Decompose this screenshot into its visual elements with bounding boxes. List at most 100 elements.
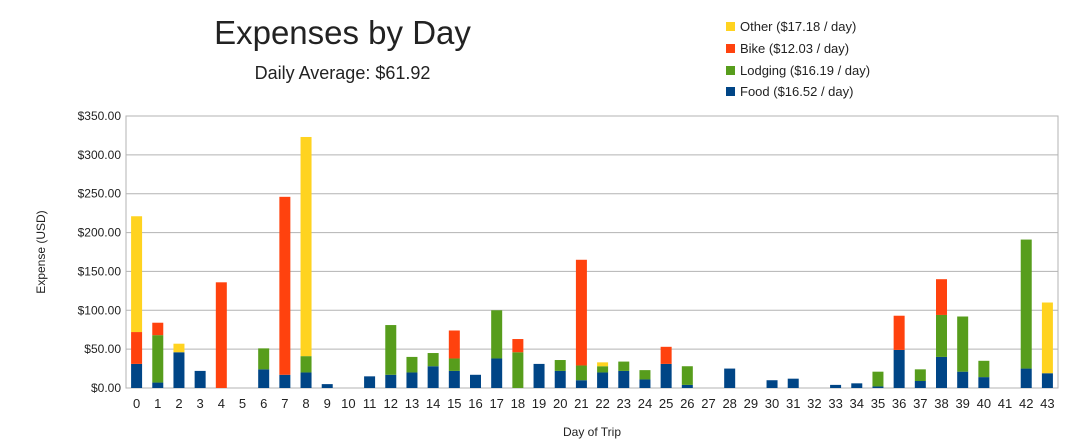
bar-segment [914,369,926,382]
bar-segment [448,358,460,371]
bar-segment [152,382,164,388]
bar-segment [300,356,312,373]
x-axis-title: Day of Trip [563,425,621,439]
bar-segment [194,370,206,388]
bar-segment [936,314,947,357]
x-tick-label: 29 [744,396,758,411]
bar-segment [893,349,905,388]
x-tick-label: 23 [617,396,631,411]
legend-swatch [726,44,735,54]
bar-segment [427,366,439,388]
x-tick-label: 42 [1019,396,1033,411]
x-tick-label: 35 [871,396,885,411]
x-tick-label: 16 [468,396,482,411]
x-tick-label: 0 [133,396,140,411]
x-tick-label: 30 [765,396,779,411]
bar-segment [300,136,312,357]
legend-item: Lodging ($16.19 / day) [726,59,870,81]
chart-subtitle: Daily Average: $61.92 [254,63,431,83]
bar-segment [364,376,376,388]
bar-segment [173,343,185,353]
bar-segment [872,371,884,387]
x-tick-label: 19 [532,396,546,411]
bar-segment [914,381,926,388]
x-tick-label: 2 [175,396,182,411]
x-tick-label: 38 [934,396,948,411]
legend-swatch [726,65,735,75]
legend-item: Food ($16.52 / day) [726,81,870,103]
bar-segment [533,363,545,388]
x-tick-label: 26 [680,396,694,411]
bar-segment [131,216,143,333]
x-tick-label: 28 [722,396,736,411]
legend-label: Lodging ($16.19 / day) [740,62,871,78]
x-tick-label: 14 [426,396,440,411]
bar-segment [215,282,227,388]
bar-segment [385,325,397,375]
bar-segment [554,360,566,371]
y-tick-label: $250.00 [78,187,122,201]
x-tick-label: 39 [955,396,969,411]
bar-segment [512,339,524,353]
bar-segment [491,310,503,359]
y-tick-label: $150.00 [78,264,122,278]
legend-item: Other ($17.18 / day) [726,16,870,38]
bar-segment [152,335,164,383]
bar-segment [1020,239,1032,369]
bar-segment [575,259,587,366]
legend-item: Bike ($12.03 / day) [726,38,870,60]
bar-segment [978,377,990,388]
x-tick-label: 13 [405,396,419,411]
bar-segment [321,384,333,388]
x-tick-label: 7 [281,396,288,411]
bar-segment [575,365,587,381]
y-tick-label: $300.00 [78,148,122,162]
bar-segment [406,356,418,373]
bar-segment [639,379,651,388]
bar-segment [279,374,291,388]
x-tick-label: 18 [511,396,525,411]
bar-segment [851,383,863,388]
bar-segment [660,363,672,388]
bar-segment [385,374,397,388]
y-tick-label: $100.00 [78,303,122,317]
y-tick-label: $350.00 [78,109,122,123]
bar-segment [724,368,736,388]
x-tick-label: 41 [998,396,1012,411]
x-tick-label: 22 [595,396,609,411]
bar-segment [173,352,185,388]
x-tick-label: 24 [638,396,652,411]
bar-segment [893,315,905,350]
bar-segment [618,361,630,371]
chart-title: Expenses by Day [214,14,471,51]
bar-segment [1041,373,1053,388]
bar-segment [681,366,693,385]
bar-segment [597,372,609,388]
x-tick-label: 12 [384,396,398,411]
bar-segment [152,322,164,336]
legend-swatch [726,22,735,32]
bar-segment [681,384,693,388]
bar-segment [448,370,460,388]
bar-segment [427,353,439,367]
bar-segment [936,356,947,388]
bar-segment [258,348,270,370]
bar-segment [554,370,566,388]
legend: Other ($17.18 / day) Bike ($12.03 / day) L… [726,16,870,103]
bar-segment [258,369,270,388]
plot-frame [125,115,1059,389]
bar-segment [448,330,460,359]
x-tick-label: 9 [324,396,331,411]
legend-label: Food ($16.52 / day) [740,84,854,100]
legend-label: Other ($17.18 / day) [740,19,857,35]
bar-segment [512,352,524,388]
y-tick-label: $50.00 [84,342,121,356]
x-tick-label: 6 [260,396,267,411]
x-tick-label: 5 [239,396,246,411]
x-tick-label: 20 [553,396,567,411]
bar-segment [639,370,651,380]
bar-segment [131,332,143,364]
x-tick-label: 36 [892,396,906,411]
x-tick-label: 4 [218,396,225,411]
x-tick-label: 31 [786,396,800,411]
